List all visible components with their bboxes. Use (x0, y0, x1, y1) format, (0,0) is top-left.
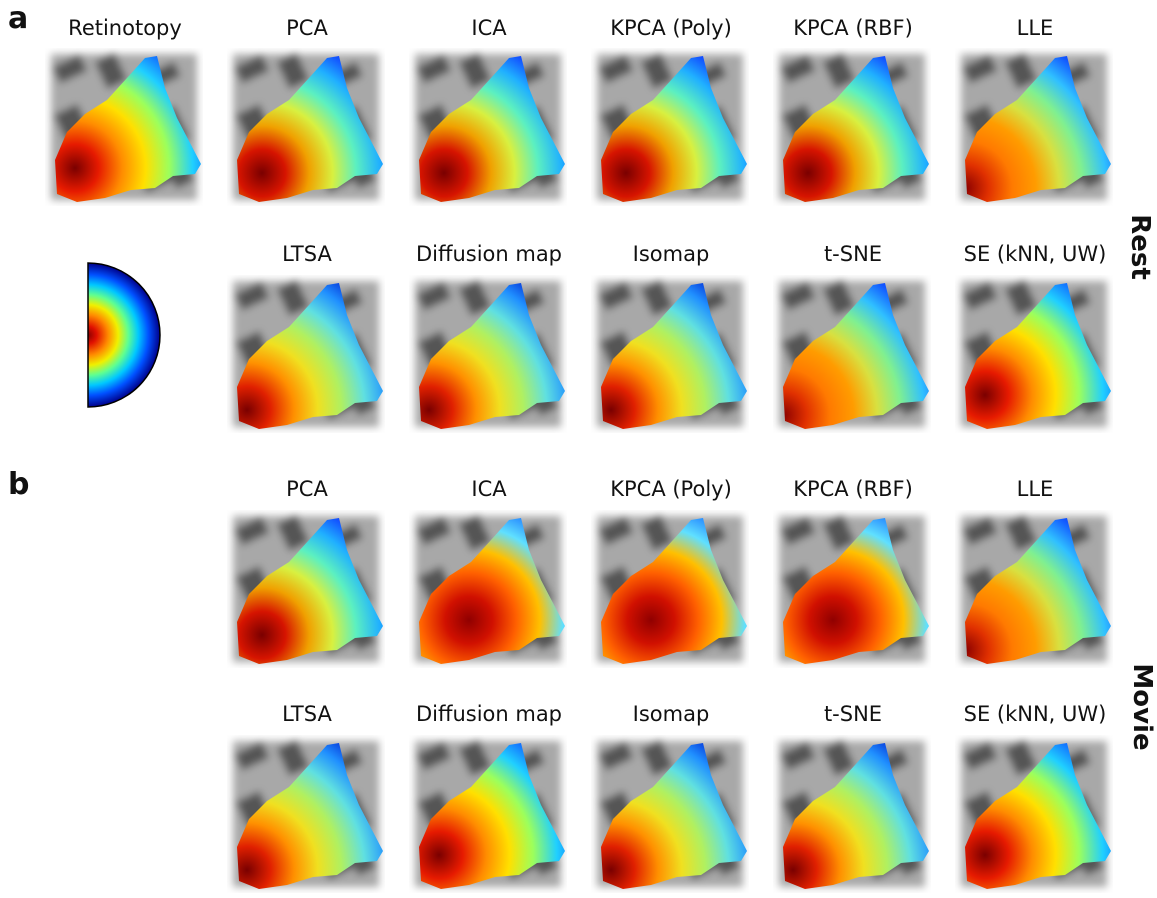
map-title: PCA (286, 16, 328, 40)
flat-map-graphic (415, 279, 565, 429)
map-title: t-SNE (823, 242, 883, 266)
cortex-surface (783, 283, 929, 429)
embedding-map (773, 275, 931, 433)
flat-map-graphic (961, 739, 1111, 889)
embedding-map (227, 510, 385, 668)
cortex-surface (783, 56, 929, 202)
map-title: Retinotopy (68, 16, 182, 40)
cortex-surface (601, 283, 747, 429)
cortex-surface (419, 743, 565, 889)
flat-map-graphic (51, 52, 201, 202)
cortex-surface (601, 743, 747, 889)
flat-map-graphic (779, 739, 929, 889)
cortex-surface (965, 56, 1111, 202)
flat-map-graphic (779, 279, 929, 429)
flat-map-graphic (779, 52, 929, 202)
embedding-map (773, 48, 931, 206)
map-title: KPCA (RBF) (793, 16, 913, 40)
embedding-map (409, 275, 567, 433)
embedding-map (955, 48, 1113, 206)
map-title: ICA (471, 16, 507, 40)
map-title: Diffusion map (415, 702, 563, 726)
embedding-map (409, 48, 567, 206)
map-title: ICA (471, 477, 507, 501)
map-title: PCA (286, 477, 328, 501)
cortex-surface (419, 283, 565, 429)
embedding-map (773, 510, 931, 668)
cortex-surface (601, 518, 747, 664)
map-title: KPCA (RBF) (793, 477, 913, 501)
flat-map-graphic (597, 52, 747, 202)
embedding-map (227, 275, 385, 433)
cortex-surface (601, 56, 747, 202)
cortex-surface (965, 518, 1111, 664)
cortex-surface (419, 56, 565, 202)
map-title: LTSA (282, 702, 332, 726)
embedding-map (955, 510, 1113, 668)
flat-map-graphic (597, 739, 747, 889)
embedding-map (227, 48, 385, 206)
embedding-map (591, 275, 749, 433)
flat-map-graphic (779, 514, 929, 664)
flat-map-graphic (961, 52, 1111, 202)
map-title: SE (kNN, UW) (963, 242, 1107, 266)
flat-map-graphic (597, 514, 747, 664)
map-title: Isomap (632, 702, 710, 726)
cortex-surface (419, 518, 565, 664)
embedding-map (955, 735, 1113, 893)
flat-map-graphic (233, 52, 383, 202)
flat-map-graphic (415, 514, 565, 664)
map-title: KPCA (Poly) (610, 16, 732, 40)
flat-map-graphic (233, 514, 383, 664)
cortex-surface (55, 56, 201, 202)
embedding-map (955, 275, 1113, 433)
map-title: LLE (1016, 477, 1054, 501)
cortex-surface (237, 743, 383, 889)
map-title: SE (kNN, UW) (963, 702, 1107, 726)
cortex-surface (237, 518, 383, 664)
embedding-map (591, 48, 749, 206)
retinotopy-map (45, 48, 203, 206)
map-title: LLE (1016, 16, 1054, 40)
cortex-surface (237, 283, 383, 429)
embedding-map (591, 510, 749, 668)
map-title: t-SNE (823, 702, 883, 726)
flat-map-graphic (597, 279, 747, 429)
cortex-surface (783, 743, 929, 889)
panel-letter-b: b (8, 467, 30, 502)
embedding-map (227, 735, 385, 893)
embedding-map (409, 735, 567, 893)
cortex-surface (965, 283, 1111, 429)
cortex-surface (783, 518, 929, 664)
flat-map-graphic (233, 279, 383, 429)
embedding-map (773, 735, 931, 893)
cortex-surface (965, 743, 1111, 889)
panel-letter-a: a (8, 1, 29, 36)
map-title: Diffusion map (415, 242, 563, 266)
flat-map-graphic (961, 279, 1111, 429)
eccentricity-legend (80, 258, 170, 412)
embedding-map (591, 735, 749, 893)
flat-map-graphic (961, 514, 1111, 664)
map-title: KPCA (Poly) (610, 477, 732, 501)
flat-map-graphic (233, 739, 383, 889)
map-title: Isomap (632, 242, 710, 266)
half-disc-legend-icon (87, 262, 161, 408)
map-title: LTSA (282, 242, 332, 266)
flat-map-graphic (415, 52, 565, 202)
cortex-surface (237, 56, 383, 202)
embedding-map (409, 510, 567, 668)
flat-map-graphic (415, 739, 565, 889)
